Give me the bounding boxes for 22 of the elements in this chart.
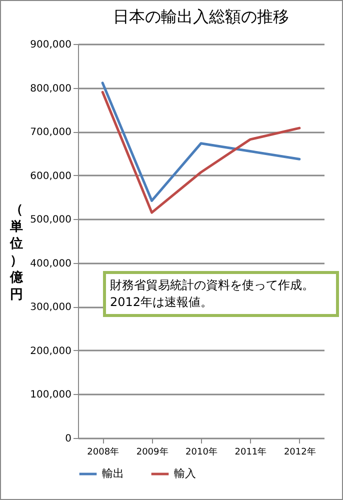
x-tick-label: 2010年 bbox=[186, 446, 218, 458]
line-series bbox=[101, 82, 301, 202]
x-tick-label: 2012年 bbox=[284, 446, 316, 458]
x-tick-label: 2011年 bbox=[234, 446, 267, 458]
legend-label: 輸出 bbox=[102, 467, 124, 480]
annotation: 財務省貿易統計の資料を使って作成。2012年は速報値。 bbox=[110, 277, 315, 311]
y-tick-label: 900,000 bbox=[30, 40, 72, 50]
chart-title: 日本の輸出入総額の推移 bbox=[113, 7, 289, 26]
x-tick-label: 2009年 bbox=[136, 446, 168, 458]
y-tick-label: 700,000 bbox=[30, 127, 72, 138]
y-axis-title: （単位）億円 bbox=[9, 202, 24, 302]
line-series bbox=[101, 90, 301, 214]
y-tick-label: 300,000 bbox=[30, 302, 72, 314]
y-tick-label: 200,000 bbox=[30, 346, 72, 357]
y-tick-label: 100,000 bbox=[30, 390, 72, 401]
legend-label: 輸入 bbox=[174, 467, 196, 480]
y-tick-label: 600,000 bbox=[30, 170, 72, 182]
y-tick-label: 500,000 bbox=[30, 214, 72, 226]
y-tick-label: 400,000 bbox=[30, 258, 72, 270]
y-tick-label: 0 bbox=[65, 434, 72, 444]
x-tick-label: 2008年 bbox=[87, 446, 120, 458]
y-tick-label: 800,000 bbox=[30, 83, 72, 94]
